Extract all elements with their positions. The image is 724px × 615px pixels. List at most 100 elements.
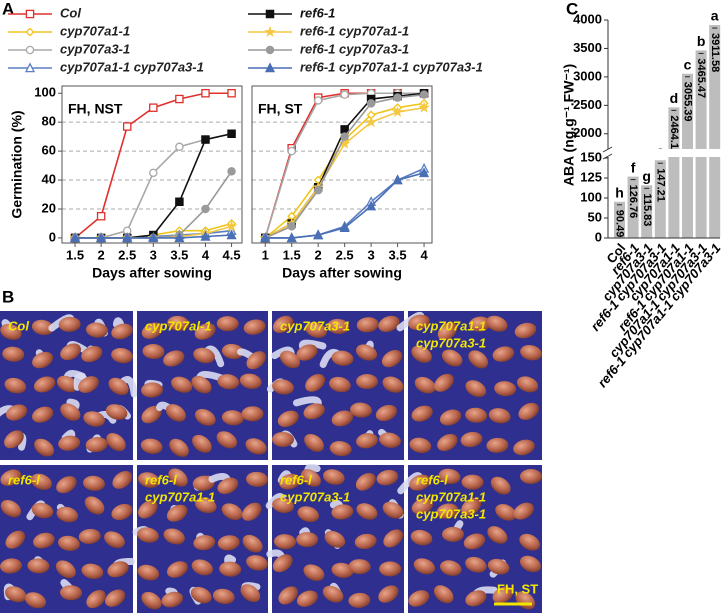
- seed: [193, 535, 216, 551]
- seed: [246, 351, 266, 370]
- seed: [0, 469, 22, 486]
- y-tick-label: 3000: [573, 68, 602, 83]
- seed: [83, 475, 105, 491]
- seed: [24, 592, 46, 609]
- seed: [409, 437, 432, 454]
- tile-label: Col: [8, 318, 29, 333]
- marker: [265, 9, 275, 19]
- seed: [33, 376, 56, 393]
- seed: [323, 469, 345, 485]
- seed: [5, 530, 26, 549]
- x-tick-label: 4: [420, 247, 428, 262]
- tile-label: cyp707a1-1: [416, 489, 486, 504]
- seed: [355, 472, 376, 491]
- seed: [378, 315, 400, 332]
- marker: [418, 167, 430, 178]
- seed: [414, 376, 436, 394]
- seed: [379, 561, 402, 577]
- seed: [300, 469, 321, 487]
- seed: [520, 345, 542, 361]
- x-tick-label: 3.5: [170, 247, 188, 262]
- seed: [194, 408, 216, 426]
- marker: [175, 142, 184, 152]
- seed: [6, 404, 28, 421]
- marker: [313, 229, 324, 240]
- seed: [327, 318, 350, 334]
- seed: [194, 323, 216, 340]
- tile-label: ref6-l: [416, 472, 448, 487]
- x-tick-label: 3: [368, 247, 375, 262]
- x-tick-label: 3: [150, 247, 157, 262]
- photo-tile: Col: [0, 311, 138, 460]
- y-tick-label: 60: [42, 143, 56, 158]
- seed: [245, 438, 267, 455]
- seed: [409, 474, 431, 491]
- seed: [219, 561, 242, 577]
- marker: [366, 200, 377, 211]
- seed: [350, 402, 372, 418]
- seed: [490, 476, 511, 495]
- significance-letter: b: [697, 33, 706, 49]
- significance-letter: d: [670, 90, 679, 106]
- seed: [465, 407, 488, 423]
- tile-label: cyp707a1-1: [416, 318, 486, 333]
- photo-tile: cyp707a1-1 cyp707a3-1: [396, 311, 542, 460]
- seed: [274, 534, 297, 550]
- seed: [437, 433, 458, 451]
- seed: [107, 561, 129, 578]
- seed: [303, 564, 325, 581]
- seed: [34, 438, 54, 457]
- marker: [393, 93, 402, 102]
- seed: [354, 533, 377, 550]
- seed: [137, 527, 159, 543]
- seed: [0, 323, 22, 340]
- tile-label: cyp707a3-1: [280, 489, 350, 504]
- seed: [141, 591, 162, 610]
- x-tick-label: 1.5: [66, 247, 84, 262]
- seed: [239, 373, 262, 389]
- seed: [163, 528, 185, 545]
- seed: [278, 586, 299, 605]
- seed: [141, 405, 162, 424]
- seed: [324, 530, 346, 548]
- seed: [83, 411, 105, 427]
- seed: [193, 347, 215, 364]
- marker: [264, 62, 276, 73]
- marker: [226, 229, 237, 240]
- axis-break: [602, 149, 722, 157]
- seed: [305, 374, 326, 392]
- bar-value-label: 3465.47: [695, 58, 707, 98]
- significance-letter: h: [615, 185, 624, 201]
- seed: [221, 343, 244, 360]
- y-tick-label: 0: [49, 229, 56, 244]
- marker: [201, 135, 210, 144]
- seed: [438, 468, 461, 484]
- seed: [60, 403, 81, 421]
- plot-frame: [251, 85, 433, 244]
- seed: [86, 590, 106, 609]
- marker: [340, 90, 349, 99]
- bar: [641, 185, 653, 238]
- seed: [492, 586, 514, 604]
- seed: [376, 469, 399, 486]
- marker: [340, 125, 349, 134]
- seed: [304, 433, 324, 452]
- seed: [4, 377, 27, 394]
- bar-value-label: 126.76: [627, 185, 639, 219]
- y-axis-label: ABA (ng.g⁻¹.FW⁻¹): [561, 64, 577, 186]
- seed: [216, 431, 238, 449]
- seed: [246, 471, 268, 487]
- seed: [163, 350, 185, 367]
- seed: [272, 497, 294, 513]
- marker: [227, 167, 236, 176]
- seed: [171, 376, 193, 393]
- seed: [519, 555, 541, 573]
- seed: [217, 374, 240, 390]
- seed: [217, 535, 240, 551]
- seed: [141, 322, 163, 339]
- legend-label: cyp707a1-1 cyp707a3-1: [60, 59, 204, 74]
- seed: [439, 560, 462, 576]
- photo-tile: ref6-l cyp707a3-1: [265, 463, 404, 613]
- seed: [33, 532, 55, 549]
- marker: [287, 222, 296, 231]
